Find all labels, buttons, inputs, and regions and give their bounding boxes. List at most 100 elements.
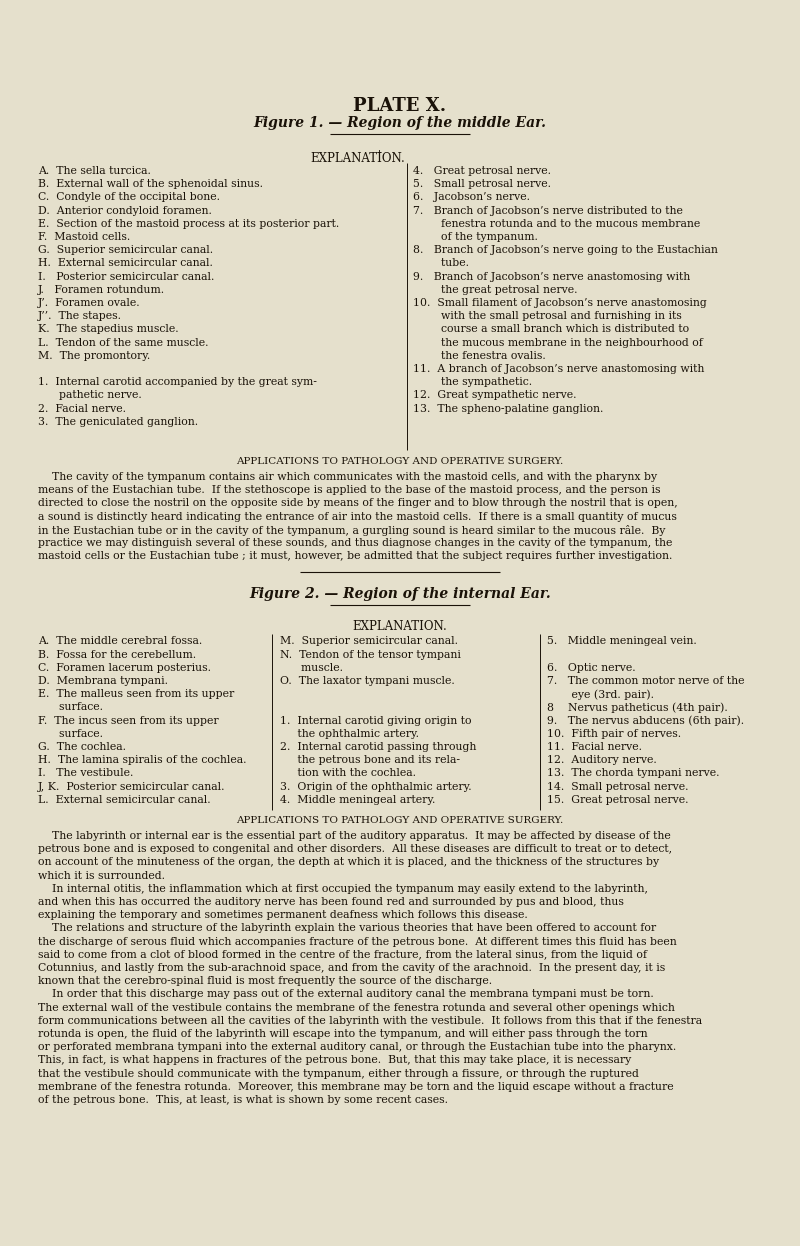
Text: on account of the minuteness of the organ, the depth at which it is placed, and : on account of the minuteness of the orga… — [38, 857, 659, 867]
Text: 10.  Fifth pair of nerves.: 10. Fifth pair of nerves. — [547, 729, 681, 739]
Text: 12.  Great sympathetic nerve.: 12. Great sympathetic nerve. — [413, 390, 577, 400]
Text: 4.   Great petrosal nerve.: 4. Great petrosal nerve. — [413, 166, 551, 176]
Text: F.  The incus seen from its upper: F. The incus seen from its upper — [38, 715, 218, 725]
Text: 11.  A branch of Jacobson’s nerve anastomosing with: 11. A branch of Jacobson’s nerve anastom… — [413, 364, 704, 374]
Text: 2.  Internal carotid passing through: 2. Internal carotid passing through — [280, 743, 476, 753]
Text: which it is surrounded.: which it is surrounded. — [38, 871, 165, 881]
Text: the great petrosal nerve.: the great petrosal nerve. — [413, 285, 578, 295]
Text: F.  Mastoid cells.: F. Mastoid cells. — [38, 232, 130, 242]
Text: The labyrinth or internal ear is the essential part of the auditory apparatus.  : The labyrinth or internal ear is the ess… — [38, 831, 670, 841]
Text: B.  Fossa for the cerebellum.: B. Fossa for the cerebellum. — [38, 649, 196, 659]
Text: B.  External wall of the sphenoidal sinus.: B. External wall of the sphenoidal sinus… — [38, 179, 263, 189]
Text: 14.  Small petrosal nerve.: 14. Small petrosal nerve. — [547, 781, 689, 791]
Text: or perforated membrana tympani into the external auditory canal, or through the : or perforated membrana tympani into the … — [38, 1042, 676, 1052]
Text: This, in fact, is what happens in fractures of the petrous bone.  But, that this: This, in fact, is what happens in fractu… — [38, 1055, 631, 1065]
Text: 8.   Branch of Jacobson’s nerve going to the Eustachian: 8. Branch of Jacobson’s nerve going to t… — [413, 245, 718, 255]
Text: H.  The lamina spiralis of the cochlea.: H. The lamina spiralis of the cochlea. — [38, 755, 246, 765]
Text: The cavity of the tympanum contains air which communicates with the mastoid cell: The cavity of the tympanum contains air … — [38, 472, 657, 482]
Text: EXPLANATION.: EXPLANATION. — [310, 152, 405, 164]
Text: E.  Section of the mastoid process at its posterior part.: E. Section of the mastoid process at its… — [38, 219, 339, 229]
Text: In internal otitis, the inflammation which at first occupied the tympanum may ea: In internal otitis, the inflammation whi… — [38, 883, 648, 893]
Text: L.  Tendon of the same muscle.: L. Tendon of the same muscle. — [38, 338, 209, 348]
Text: H.  External semicircular canal.: H. External semicircular canal. — [38, 258, 213, 268]
Text: The relations and structure of the labyrinth explain the various theories that h: The relations and structure of the labyr… — [38, 923, 656, 933]
Text: muscle.: muscle. — [280, 663, 343, 673]
Text: means of the Eustachian tube.  If the stethoscope is applied to the base of the : means of the Eustachian tube. If the ste… — [38, 485, 661, 495]
Text: 6.   Jacobson’s nerve.: 6. Jacobson’s nerve. — [413, 192, 530, 202]
Text: APPLICATIONS TO PATHOLOGY AND OPERATIVE SURGERY.: APPLICATIONS TO PATHOLOGY AND OPERATIVE … — [236, 816, 564, 825]
Text: surface.: surface. — [38, 703, 103, 713]
Text: G.  Superior semicircular canal.: G. Superior semicircular canal. — [38, 245, 213, 255]
Text: Cotunnius, and lastly from the sub-arachnoid space, and from the cavity of the a: Cotunnius, and lastly from the sub-arach… — [38, 963, 666, 973]
Text: the sympathetic.: the sympathetic. — [413, 378, 532, 388]
Text: said to come from a clot of blood formed in the centre of the fracture, from the: said to come from a clot of blood formed… — [38, 949, 647, 959]
Text: of the tympanum.: of the tympanum. — [413, 232, 538, 242]
Text: form communications between all the cavities of the labyrinth with the vestibule: form communications between all the cavi… — [38, 1015, 702, 1025]
Text: I.   Posterior semicircular canal.: I. Posterior semicircular canal. — [38, 272, 214, 282]
Text: eye (3rd. pair).: eye (3rd. pair). — [547, 689, 654, 700]
Text: rotunda is open, the fluid of the labyrinth will escape into the tympanum, and w: rotunda is open, the fluid of the labyri… — [38, 1029, 648, 1039]
Text: D.  Membrana tympani.: D. Membrana tympani. — [38, 677, 168, 687]
Text: 11.  Facial nerve.: 11. Facial nerve. — [547, 743, 642, 753]
Text: pathetic nerve.: pathetic nerve. — [38, 390, 142, 400]
Text: Figure 2. — Region of the internal Ear.: Figure 2. — Region of the internal Ear. — [249, 587, 551, 602]
Text: 2.  Facial nerve.: 2. Facial nerve. — [38, 404, 126, 414]
Text: that the vestibule should communicate with the tympanum, either through a fissur: that the vestibule should communicate wi… — [38, 1069, 639, 1079]
Text: A.  The sella turcica.: A. The sella turcica. — [38, 166, 151, 176]
Text: A.  The middle cerebral fossa.: A. The middle cerebral fossa. — [38, 637, 202, 647]
Text: and when this has occurred the auditory nerve has been found red and surrounded : and when this has occurred the auditory … — [38, 897, 624, 907]
Text: the fenestra ovalis.: the fenestra ovalis. — [413, 351, 546, 361]
Text: J.   Foramen rotundum.: J. Foramen rotundum. — [38, 285, 165, 295]
Text: with the small petrosal and furnishing in its: with the small petrosal and furnishing i… — [413, 312, 682, 321]
Text: 13.  The chorda tympani nerve.: 13. The chorda tympani nerve. — [547, 769, 719, 779]
Text: of the petrous bone.  This, at least, is what is shown by some recent cases.: of the petrous bone. This, at least, is … — [38, 1095, 448, 1105]
Text: 12.  Auditory nerve.: 12. Auditory nerve. — [547, 755, 657, 765]
Text: 1.  Internal carotid giving origin to: 1. Internal carotid giving origin to — [280, 715, 471, 725]
Text: EXPLANATION.: EXPLANATION. — [353, 621, 447, 633]
Text: 8    Nervus patheticus (4th pair).: 8 Nervus patheticus (4th pair). — [547, 703, 728, 713]
Text: 15.  Great petrosal nerve.: 15. Great petrosal nerve. — [547, 795, 689, 805]
Text: the petrous bone and its rela-: the petrous bone and its rela- — [280, 755, 460, 765]
Text: the ophthalmic artery.: the ophthalmic artery. — [280, 729, 419, 739]
Text: J’.  Foramen ovale.: J’. Foramen ovale. — [38, 298, 141, 308]
Text: J’’.  The stapes.: J’’. The stapes. — [38, 312, 122, 321]
Text: 13.  The spheno-palatine ganglion.: 13. The spheno-palatine ganglion. — [413, 404, 603, 414]
Text: M.  The promontory.: M. The promontory. — [38, 351, 150, 361]
Text: in the Eustachian tube or in the cavity of the tympanum, a gurgling sound is hea: in the Eustachian tube or in the cavity … — [38, 525, 666, 536]
Text: directed to close the nostril on the opposite side by means of the finger and to: directed to close the nostril on the opp… — [38, 498, 678, 508]
Text: J, K.  Posterior semicircular canal.: J, K. Posterior semicircular canal. — [38, 781, 226, 791]
Text: 9.   The nervus abducens (6th pair).: 9. The nervus abducens (6th pair). — [547, 715, 744, 726]
Text: 4.  Middle meningeal artery.: 4. Middle meningeal artery. — [280, 795, 435, 805]
Text: The external wall of the vestibule contains the membrane of the fenestra rotunda: The external wall of the vestibule conta… — [38, 1003, 675, 1013]
Text: D.  Anterior condyloid foramen.: D. Anterior condyloid foramen. — [38, 206, 212, 216]
Text: tube.: tube. — [413, 258, 469, 268]
Text: 6.   Optic nerve.: 6. Optic nerve. — [547, 663, 636, 673]
Text: In order that this discharge may pass out of the external auditory canal the mem: In order that this discharge may pass ou… — [38, 989, 654, 999]
Text: fenestra rotunda and to the mucous membrane: fenestra rotunda and to the mucous membr… — [413, 219, 700, 229]
Text: Figure 1. — Region of the middle Ear.: Figure 1. — Region of the middle Ear. — [254, 116, 546, 130]
Text: 7.   Branch of Jacobson’s nerve distributed to the: 7. Branch of Jacobson’s nerve distribute… — [413, 206, 683, 216]
Text: a sound is distinctly heard indicating the entrance of air into the mastoid cell: a sound is distinctly heard indicating t… — [38, 512, 677, 522]
Text: K.  The stapedius muscle.: K. The stapedius muscle. — [38, 324, 178, 334]
Text: 5.   Middle meningeal vein.: 5. Middle meningeal vein. — [547, 637, 697, 647]
Text: L.  External semicircular canal.: L. External semicircular canal. — [38, 795, 210, 805]
Text: 3.  Origin of the ophthalmic artery.: 3. Origin of the ophthalmic artery. — [280, 781, 472, 791]
Text: 5.   Small petrosal nerve.: 5. Small petrosal nerve. — [413, 179, 551, 189]
Text: G.  The cochlea.: G. The cochlea. — [38, 743, 126, 753]
Text: APPLICATIONS TO PATHOLOGY AND OPERATIVE SURGERY.: APPLICATIONS TO PATHOLOGY AND OPERATIVE … — [236, 457, 564, 466]
Text: course a small branch which is distributed to: course a small branch which is distribut… — [413, 324, 689, 334]
Text: O.  The laxator tympani muscle.: O. The laxator tympani muscle. — [280, 677, 454, 687]
Text: N.  Tendon of the tensor tympani: N. Tendon of the tensor tympani — [280, 649, 461, 659]
Text: †: † — [377, 150, 382, 159]
Text: C.  Foramen lacerum posterius.: C. Foramen lacerum posterius. — [38, 663, 211, 673]
Text: E.  The malleus seen from its upper: E. The malleus seen from its upper — [38, 689, 234, 699]
Text: the discharge of serous fluid which accompanies fracture of the petrous bone.  A: the discharge of serous fluid which acco… — [38, 937, 677, 947]
Text: the mucous membrane in the neighbourhood of: the mucous membrane in the neighbourhood… — [413, 338, 703, 348]
Text: petrous bone and is exposed to congenital and other disorders.  All these diseas: petrous bone and is exposed to congenita… — [38, 845, 672, 855]
Text: C.  Condyle of the occipital bone.: C. Condyle of the occipital bone. — [38, 192, 220, 202]
Text: 10.  Small filament of Jacobson’s nerve anastomosing: 10. Small filament of Jacobson’s nerve a… — [413, 298, 706, 308]
Text: mastoid cells or the Eustachian tube ; it must, however, be admitted that the su: mastoid cells or the Eustachian tube ; i… — [38, 551, 672, 561]
Text: practice we may distinguish several of these sounds, and thus diagnose changes i: practice we may distinguish several of t… — [38, 538, 672, 548]
Text: membrane of the fenestra rotunda.  Moreover, this membrane may be torn and the l: membrane of the fenestra rotunda. Moreov… — [38, 1082, 674, 1091]
Text: known that the cerebro-spinal fluid is most frequently the source of the dischar: known that the cerebro-spinal fluid is m… — [38, 976, 492, 986]
